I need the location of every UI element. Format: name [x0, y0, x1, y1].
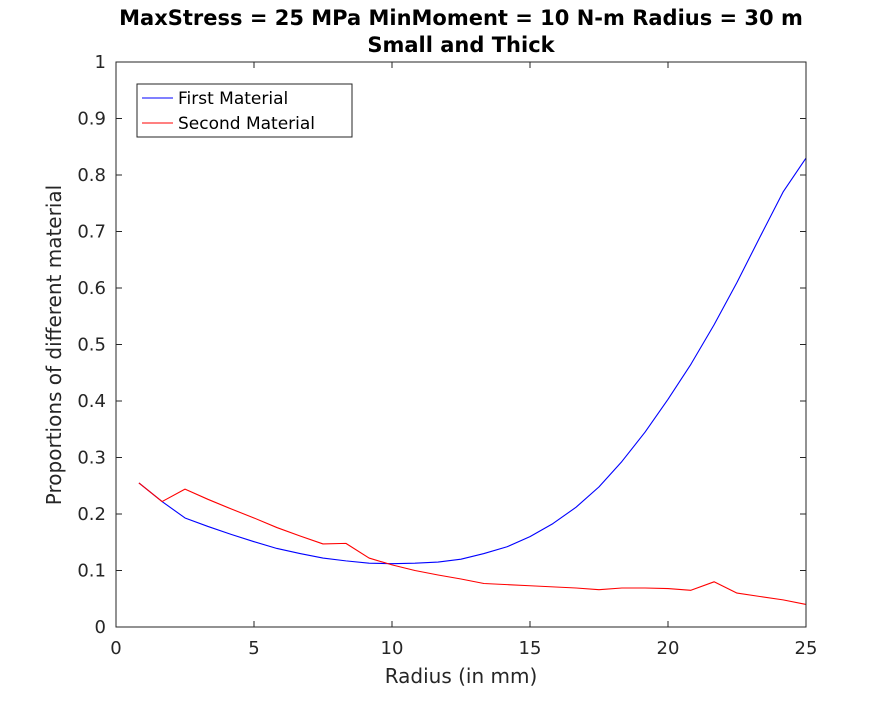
x-tick-label: 10	[381, 638, 404, 659]
y-tick-label: 0.3	[77, 448, 106, 469]
plot-area	[116, 62, 806, 627]
legend-box	[136, 83, 353, 138]
y-tick-label: 0.2	[77, 504, 106, 525]
x-axis-label: Radius (in mm)	[385, 664, 538, 688]
y-tick-label: 0.6	[77, 278, 106, 299]
y-axis-label: Proportions of different material	[42, 185, 66, 505]
x-tick-label: 0	[110, 638, 121, 659]
y-tick-label: 0.8	[77, 165, 106, 186]
x-tick-label: 15	[519, 638, 542, 659]
chart-subtitle: Small and Thick	[367, 33, 555, 57]
first-material-line	[138, 157, 807, 565]
x-tick-label: 5	[248, 638, 259, 659]
y-tick-label: 1	[95, 52, 106, 73]
legend-label-first-material: First Material	[178, 89, 288, 109]
x-tick-label: 20	[657, 638, 680, 659]
y-tick-label: 0	[95, 617, 106, 638]
tick-layer: 0 5 10 15 20 25 0 0.1 0.2 0.3 0.4 0.5 0.6 0.7 0.8 0.9 1	[77, 52, 817, 659]
legend-label-second-material: Second Material	[178, 114, 315, 134]
series-layer	[138, 157, 807, 605]
second-material-line	[138, 482, 807, 605]
y-tick-label: 0.4	[77, 391, 106, 412]
chart-title: MaxStress = 25 MPa MinMoment = 10 N-m Ra…	[119, 6, 803, 30]
y-tick-label: 0.1	[77, 561, 106, 582]
y-tick-label: 0.5	[77, 335, 106, 356]
x-tick-label: 25	[795, 638, 818, 659]
y-tick-label: 0.7	[77, 222, 106, 243]
y-tick-label: 0.9	[77, 109, 106, 130]
legend: First Material Second Material	[136, 83, 353, 138]
